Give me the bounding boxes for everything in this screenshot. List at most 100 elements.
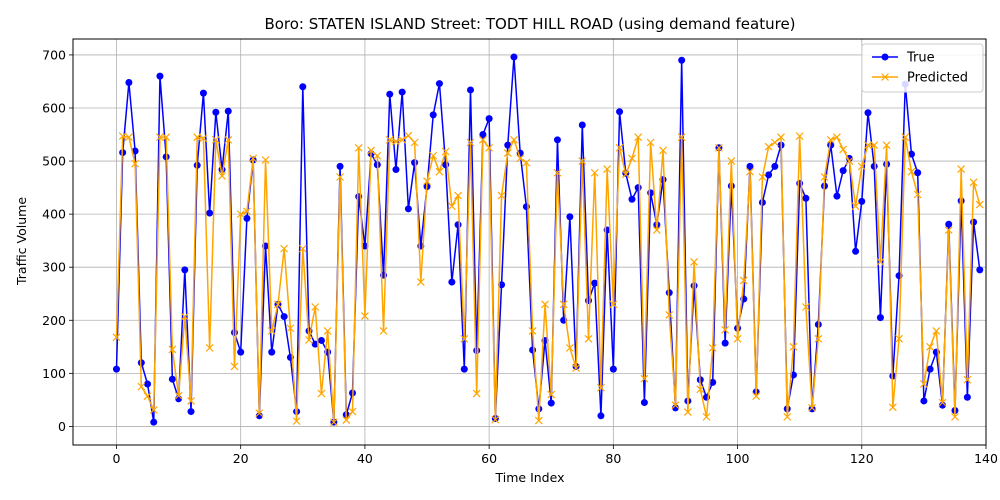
data-point-predicted (702, 412, 711, 421)
data-point-predicted (354, 143, 363, 152)
data-point-true (187, 408, 195, 416)
data-point-true (150, 418, 158, 426)
data-point-predicted (261, 156, 270, 164)
data-point-predicted (143, 392, 152, 401)
x-tick-label: 140 (974, 451, 998, 466)
data-point-true (920, 397, 928, 405)
data-point-true (280, 313, 288, 321)
data-point-true (268, 348, 276, 356)
data-point-predicted (777, 133, 785, 142)
data-point-true (144, 380, 152, 388)
y-axis-title: Traffic Volume (14, 197, 29, 286)
data-point-predicted (534, 416, 543, 425)
data-point-predicted (180, 312, 189, 321)
data-point-true (802, 194, 810, 202)
data-point-true (957, 197, 965, 205)
data-point-predicted (404, 131, 413, 140)
data-point-predicted (267, 326, 276, 335)
data-point-predicted (857, 162, 866, 171)
data-point-predicted (652, 226, 661, 234)
data-point-true (640, 399, 648, 407)
data-point-predicted (696, 385, 705, 394)
data-point-predicted (280, 244, 289, 253)
legend-true-label: True (906, 51, 935, 66)
data-point-predicted (572, 364, 581, 372)
data-point-predicted (553, 168, 562, 177)
data-point-predicted (888, 403, 897, 412)
data-point-true (466, 86, 474, 94)
data-point-true (199, 89, 207, 97)
data-point-predicted (230, 362, 239, 371)
data-point-predicted (833, 133, 841, 142)
data-point-true (864, 109, 872, 117)
data-point-predicted (305, 335, 313, 344)
data-point-predicted (659, 146, 667, 155)
data-point-predicted (298, 244, 307, 253)
data-point-predicted (665, 311, 674, 319)
data-point-predicted (274, 300, 282, 309)
data-point-true (448, 278, 456, 286)
data-point-predicted (876, 257, 885, 266)
data-point-predicted (913, 190, 922, 199)
data-point-true (609, 365, 617, 373)
data-point-predicted (379, 326, 388, 335)
data-point-predicted (516, 154, 525, 163)
x-ticks: 0 20 40 60 80 100 120 140 (112, 445, 998, 466)
data-point-true (485, 115, 493, 123)
data-point-predicted (485, 143, 494, 152)
data-point-true (131, 147, 139, 155)
data-point-predicted (385, 135, 394, 144)
data-point-true (591, 279, 599, 287)
data-point-predicted (199, 134, 208, 143)
data-point-true (839, 167, 847, 175)
data-point-predicted (447, 202, 456, 211)
data-point-predicted (398, 135, 407, 144)
data-point-true (392, 166, 400, 174)
data-point-predicted (460, 334, 469, 343)
data-point-predicted (584, 334, 593, 343)
data-point-predicted (131, 159, 140, 168)
data-point-predicted (690, 257, 699, 266)
data-point-predicted (373, 151, 382, 160)
data-point-true (311, 340, 319, 348)
data-point-true (870, 162, 878, 170)
x-tick-label: 60 (481, 451, 497, 466)
data-point-predicted (615, 143, 624, 152)
data-point-predicted (895, 334, 903, 343)
data-point-true (243, 214, 251, 222)
data-point-true (454, 221, 462, 229)
data-point-predicted (733, 334, 742, 343)
data-point-predicted (932, 326, 941, 335)
data-point-predicted (975, 200, 984, 209)
data-point-predicted (715, 143, 723, 152)
data-point-predicted (640, 374, 649, 383)
data-point-predicted (907, 167, 916, 176)
data-point-predicted (708, 343, 717, 352)
data-point-predicted (292, 417, 301, 426)
legend-true-marker (881, 53, 889, 61)
data-point-true (852, 247, 860, 255)
data-point-true (398, 88, 406, 96)
data-point-predicted (124, 133, 133, 142)
data-point-true (460, 365, 468, 373)
y-tick-label: 0 (58, 419, 66, 434)
data-point-true (833, 192, 841, 200)
data-point-predicted (118, 132, 127, 141)
data-point-predicted (522, 158, 531, 167)
data-point-predicted (472, 389, 481, 398)
data-point-predicted (957, 165, 966, 173)
data-point-predicted (683, 408, 692, 417)
series-layer (112, 53, 984, 427)
data-point-predicted (416, 278, 425, 286)
data-point-predicted (441, 147, 450, 156)
data-point-predicted (162, 133, 171, 142)
data-point-true (945, 220, 953, 228)
data-point-predicted (149, 406, 158, 414)
data-point-predicted (721, 325, 730, 334)
data-point-predicted (801, 303, 810, 311)
y-tick-label: 200 (42, 313, 66, 328)
data-point-predicted (454, 191, 462, 200)
data-point-true (690, 282, 698, 290)
data-point-true (479, 131, 487, 139)
data-point-predicted (367, 146, 376, 155)
